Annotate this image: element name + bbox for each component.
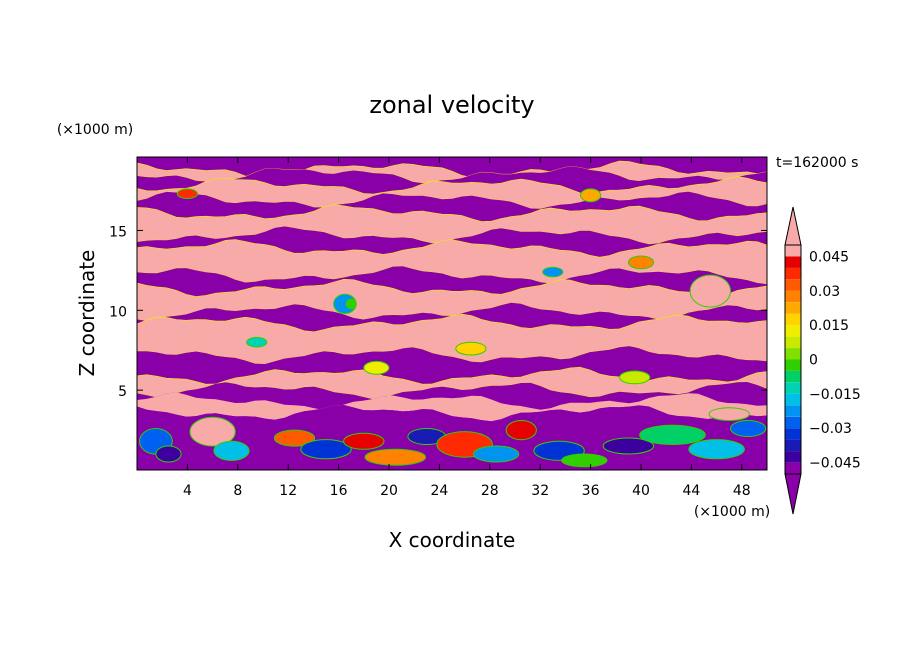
colorbar-swatch [785,313,801,326]
colorbar-swatch [785,336,801,348]
colorbar-tick-label: 0.045 [809,250,849,266]
colorbar-swatch [785,451,801,463]
velocity-band [137,392,767,422]
colorbar-swatch [785,382,801,394]
colorbar-swatch [785,462,801,474]
chart-title: zonal velocity [369,91,534,119]
x-tick-label: 40 [632,483,650,499]
velocity-eddy [639,424,706,445]
y-axis-label: Z coordinate [75,250,99,377]
y-axis-unit: (×1000 m) [57,122,133,138]
colorbar-swatch [785,439,801,452]
velocity-eddy [343,432,385,450]
colorbar-swatch [785,348,801,360]
x-axis-unit: (×1000 m) [694,504,770,520]
velocity-band [137,266,767,297]
x-tick-label: 20 [380,483,398,499]
velocity-band [137,346,767,385]
velocity-band [137,313,767,365]
velocity-bands [137,157,767,470]
velocity-eddy [619,370,651,385]
y-axis: 5 10 15 [109,224,767,400]
x-tick-label: 8 [233,483,242,499]
velocity-eddy [688,439,745,460]
velocity-eddy [505,420,537,441]
colorbar-swatch [785,370,801,383]
plot-frame [136,156,768,471]
velocity-eddy [472,445,520,463]
colorbar-swatch [785,416,801,429]
velocity-eddy [561,453,608,468]
colorbar-swatch [785,359,801,371]
velocity-anomalies [139,188,767,468]
colorbar-swatch [785,302,801,314]
colorbar-tick-label: 0.03 [809,284,840,300]
colorbar-frame [784,244,802,475]
colorbar-tick-label: 0 [809,353,818,369]
velocity-eddy [300,439,352,460]
colorbar-swatch [785,393,801,406]
velocity-eddy [689,274,731,308]
velocity-band [137,204,767,245]
colorbar-swatch [785,245,801,257]
colorbar-swatch [785,290,801,303]
velocity-band [137,302,767,332]
x-tick-label: 28 [481,483,499,499]
x-tick-label: 48 [733,483,751,499]
colorbar: 0.045 0.03 0.015 0 −0.015 −0.03 −0.045 [784,206,861,515]
y-tick-label: 10 [109,304,127,320]
velocity-eddy [602,437,655,455]
colorbar-tick-label: −0.015 [809,387,861,403]
y-tick-label: 5 [118,384,127,400]
x-tick-label: 44 [682,483,700,499]
velocity-eddy [364,448,426,466]
velocity-band [137,166,767,195]
colorbar-swatch [785,279,801,291]
velocity-eddy [455,341,487,356]
velocity-band [137,226,767,258]
x-tick-label: 36 [582,483,600,499]
x-tick-label: 16 [330,483,348,499]
y-tick-label: 15 [109,224,127,240]
x-tick-label: 32 [531,483,549,499]
colorbar-swatch [785,428,801,440]
plot-area [137,157,767,470]
velocity-band [137,382,767,410]
velocity-eddy [363,360,390,375]
velocity-eddy [708,407,750,422]
velocity-eddy [580,188,602,203]
colorbar-max-arrow [784,206,802,246]
x-tick-label: 12 [279,483,297,499]
velocity-eddy [213,440,250,461]
colorbar-swatch [785,267,801,280]
x-axis-label: X coordinate [389,528,516,552]
velocity-eddy [246,336,268,348]
colorbar-min-arrow [784,473,802,515]
x-tick-label: 4 [183,483,192,499]
colorbar-swatch [785,405,801,417]
velocity-eddy [176,188,198,199]
x-tick-label: 24 [430,483,448,499]
time-label: t=162000 s [776,155,858,171]
velocity-eddy [345,298,357,310]
velocity-eddy [155,445,182,463]
colorbar-tick-label: 0.015 [809,318,849,334]
velocity-eddy [273,429,316,447]
colorbar-swatch [785,256,801,268]
velocity-band [137,278,767,322]
velocity-eddy [627,255,655,270]
velocity-eddy [730,420,767,437]
x-axis: 4 8 12 16 20 24 28 32 36 40 44 48 [183,157,751,499]
velocity-eddy [189,416,236,447]
colorbar-tick-label: −0.03 [809,421,852,437]
velocity-eddy [542,266,564,278]
colorbar-tick-label: −0.045 [809,456,861,472]
velocity-band [137,191,767,222]
colorbar-swatch [785,325,801,337]
velocity-band [137,366,767,400]
